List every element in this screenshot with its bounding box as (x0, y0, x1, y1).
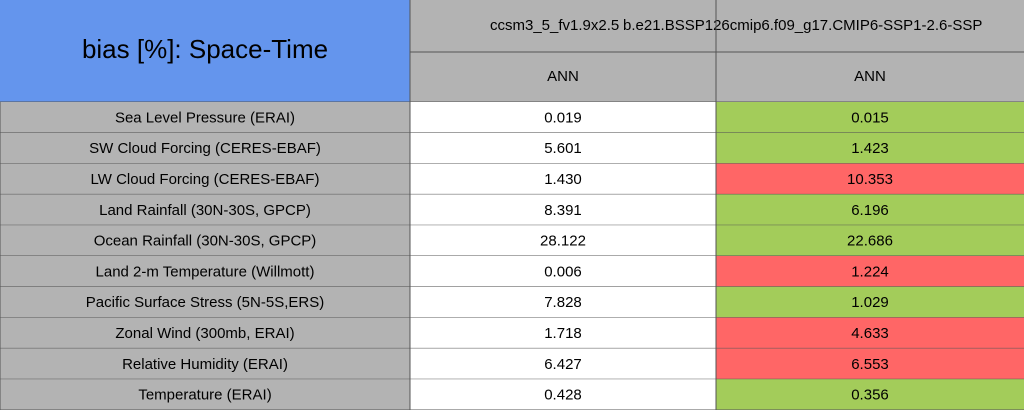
cell-value: 10.353 (847, 171, 893, 188)
cell (0, 163, 410, 195)
subcolumn-header: ANN (854, 68, 886, 85)
cell (0, 256, 410, 287)
cell (410, 256, 716, 287)
cell-value: 28.122 (540, 233, 586, 250)
cell-value: 1.718 (544, 325, 582, 342)
row-label: Temperature (ERAI) (138, 387, 271, 404)
cell (0, 379, 410, 410)
cell (410, 132, 716, 164)
cell-value: 7.828 (544, 294, 582, 311)
row-label: LW Cloud Forcing (CERES-EBAF) (91, 171, 320, 188)
cell-value: 0.356 (851, 387, 889, 404)
cell-value: 1.224 (851, 263, 889, 280)
cell (716, 132, 1024, 164)
cell-value: 1.029 (851, 294, 889, 311)
cell-value: 1.423 (851, 140, 889, 157)
cell (0, 194, 410, 226)
cell (410, 317, 716, 349)
column-header: b.e21.BSSP126cmip6.f09_g17.CMIP6-SSP1-2.… (623, 17, 982, 34)
cell (0, 102, 410, 133)
cell-value: 5.601 (544, 140, 582, 157)
title-cell (0, 0, 410, 102)
column-header: ccsm3_5_fv1.9x2.5 (490, 17, 619, 34)
cell (0, 225, 410, 256)
table-title: bias [%]: Space-Time (82, 34, 328, 64)
cell (716, 225, 1024, 256)
row-label: Sea Level Pressure (ERAI) (115, 109, 295, 126)
cell (0, 348, 410, 380)
cell (716, 194, 1024, 226)
cell-value: 0.428 (544, 387, 582, 404)
row-label: Relative Humidity (ERAI) (122, 356, 288, 373)
row-label: Land Rainfall (30N-30S, GPCP) (99, 202, 311, 219)
cell (716, 379, 1024, 410)
cell (410, 286, 716, 318)
cell (716, 348, 1024, 380)
row-label: Land 2-m Temperature (Willmott) (96, 263, 315, 280)
cell-value: 0.006 (544, 263, 582, 280)
cell-value: 0.019 (544, 109, 582, 126)
cell (716, 102, 1024, 133)
row-label: SW Cloud Forcing (CERES-EBAF) (89, 140, 321, 157)
row-label: Pacific Surface Stress (5N-5S,ERS) (86, 294, 324, 311)
cell-value: 22.686 (847, 233, 893, 250)
cell (410, 102, 716, 133)
cell (0, 132, 410, 164)
cell (716, 317, 1024, 349)
header-cells (410, 0, 1024, 102)
cell-value: 8.391 (544, 202, 582, 219)
cell (410, 163, 716, 195)
cell-value: 0.015 (851, 109, 889, 126)
subcolumn-header: ANN (547, 68, 579, 85)
row-label: Zonal Wind (300mb, ERAI) (115, 325, 294, 342)
cell (410, 348, 716, 380)
row-label: Ocean Rainfall (30N-30S, GPCP) (94, 233, 317, 250)
cell-value: 6.553 (851, 356, 889, 373)
cell (716, 163, 1024, 195)
cell (0, 286, 410, 318)
cell-value: 6.427 (544, 356, 582, 373)
cell-value: 6.196 (851, 202, 889, 219)
cell-value: 1.430 (544, 171, 582, 188)
cell (0, 317, 410, 349)
cell (716, 286, 1024, 318)
cell (410, 379, 716, 410)
cell (410, 194, 716, 226)
cell (716, 256, 1024, 287)
cell-value: 4.633 (851, 325, 889, 342)
cell (410, 225, 716, 256)
